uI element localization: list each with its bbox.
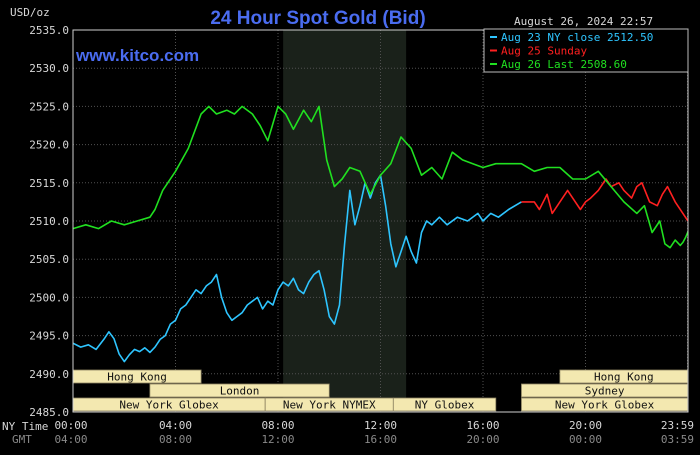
- session-label: New York Globex: [119, 399, 219, 412]
- chart-title: 24 Hour Spot Gold (Bid): [210, 8, 425, 29]
- gmt-axis-label: GMT: [12, 433, 32, 446]
- x-tick-gmt: 04:00: [54, 433, 87, 446]
- x-tick-gmt: 03:59: [661, 433, 694, 446]
- plot-frame: [72, 29, 689, 413]
- y-tick-label: 2510.0: [29, 215, 69, 228]
- session-label: London: [220, 385, 260, 398]
- y-tick-label: 2530.0: [29, 62, 69, 75]
- y-tick-label: 2500.0: [29, 291, 69, 304]
- x-tick-ny: 16:00: [466, 419, 499, 432]
- session-label: Sydney: [585, 385, 625, 398]
- series-line-3: [72, 105, 689, 249]
- timestamp: August 26, 2024 22:57: [514, 15, 653, 28]
- legend-entry: Aug 23 NY close 2512.50: [501, 31, 653, 44]
- x-tick-ny: 20:00: [569, 419, 602, 432]
- x-axis-ticks: 00:0004:0004:0008:0008:0012:0012:0016:00…: [54, 419, 694, 446]
- y-tick-label: 2485.0: [29, 406, 69, 419]
- y-tick-label: 2490.0: [29, 368, 69, 381]
- legend-entry: Aug 25 Sunday: [501, 45, 587, 58]
- brand-watermark: www.kitco.com: [75, 46, 199, 65]
- session-bar: [392, 397, 497, 412]
- session-label: New York Globex: [555, 399, 655, 412]
- y-axis-ticks: 2535.0 2530.0 2525.0 2520.0 2515.0 2510.0 2505…: [29, 24, 69, 419]
- series-line-1: [72, 174, 522, 363]
- y-tick-label: 2525.0: [29, 100, 69, 113]
- legend-box: [483, 28, 689, 73]
- x-tick-gmt: 20:00: [466, 433, 499, 446]
- y-tick-label: 2520.0: [29, 139, 69, 152]
- y-tick-label: 2535.0: [29, 24, 69, 37]
- y-unit-label: USD/oz: [10, 6, 50, 19]
- series-lines: [72, 105, 689, 363]
- y-tick-label: 2495.0: [29, 330, 69, 343]
- session-label: Hong Kong: [107, 371, 167, 384]
- x-tick-gmt: 08:00: [159, 433, 192, 446]
- ny-time-axis-label: NY Time: [2, 420, 48, 433]
- session-bar: [149, 383, 330, 398]
- session-label: NY Globex: [415, 399, 475, 412]
- x-tick-ny: 08:00: [261, 419, 294, 432]
- x-tick-ny: 12:00: [364, 419, 397, 432]
- session-label: Hong Kong: [594, 371, 654, 384]
- x-tick-ny: 04:00: [159, 419, 192, 432]
- y-tick-label: 2505.0: [29, 253, 69, 266]
- x-tick-gmt: 16:00: [364, 433, 397, 446]
- x-tick-ny: 23:59: [661, 419, 694, 432]
- x-tick-gmt: 00:00: [569, 433, 602, 446]
- legend-entry: Aug 26 Last 2508.60: [501, 58, 627, 71]
- y-tick-label: 2515.0: [29, 177, 69, 190]
- x-tick-ny: 00:00: [54, 419, 87, 432]
- x-tick-gmt: 12:00: [261, 433, 294, 446]
- session-label: New York NYMEX: [283, 399, 376, 412]
